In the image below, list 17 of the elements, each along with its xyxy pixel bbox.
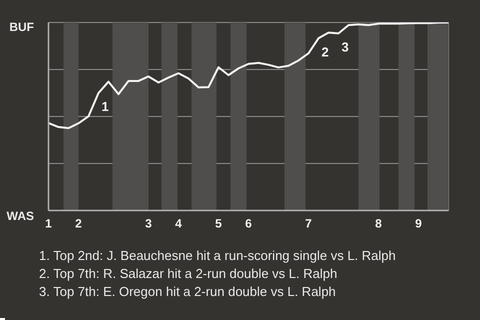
- x-tick-label: 8: [375, 216, 382, 230]
- annotation: 3: [342, 39, 349, 54]
- annotation: 1: [102, 99, 109, 114]
- x-tick-label: 6: [245, 216, 252, 230]
- x-tick-label: 1: [45, 216, 52, 230]
- x-tick-label: 7: [305, 216, 312, 230]
- text: 3. Top 7th: E. Oregon hit a 2-run double vs L. Ralph: [39, 283, 337, 301]
- x-tick-label: 9: [415, 216, 422, 230]
- x-tick-label: 3: [145, 216, 152, 230]
- text: 1. Top 2nd: J. Beauchesne hit a run-scoring single vs L. Ralph: [39, 247, 396, 265]
- text: WAS: [6, 208, 34, 225]
- annotation: 2: [322, 44, 329, 60]
- x-tick-label: 5: [215, 216, 222, 230]
- x-tick-label: 4: [175, 216, 182, 230]
- text: 2. Top 7th: R. Salazar hit a 2-run double vs L. Ralph: [39, 265, 338, 283]
- text: BUF: [9, 19, 34, 36]
- x-tick-label: 2: [75, 216, 82, 230]
